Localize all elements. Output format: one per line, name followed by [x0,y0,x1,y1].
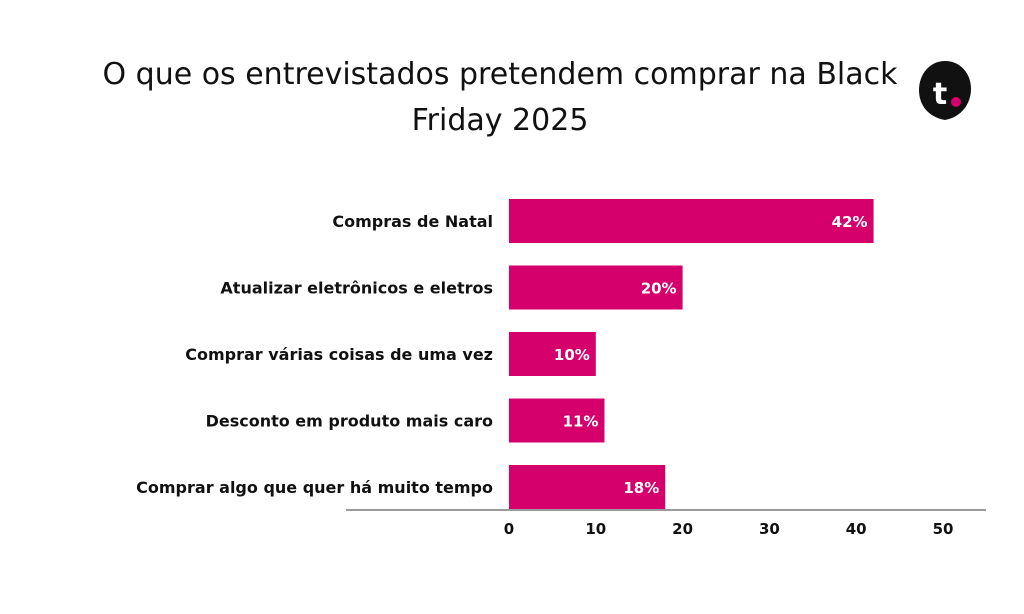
data-label: 11% [563,413,599,431]
logo-letter: t [933,77,947,112]
x-tick-label: 20 [672,520,693,538]
bar [509,199,874,243]
data-label: 18% [623,479,659,497]
data-label: 20% [641,280,677,298]
x-tick-label: 30 [759,520,780,538]
logo-dot [951,97,961,107]
data-label: 10% [554,346,590,364]
x-tick-label: 10 [585,520,606,538]
data-label: 42% [832,213,868,231]
brand-logo-icon: t [919,61,971,120]
x-tick-label: 0 [504,520,514,538]
category-label: Compras de Natal [332,212,493,231]
category-label: Comprar várias coisas de uma vez [185,345,493,364]
chart-title: O que os entrevistados pretendem comprar… [102,57,898,138]
bar [509,265,683,310]
category-label: Atualizar eletrônicos e eletros [220,279,493,298]
bar [509,332,596,376]
x-tick-label: 50 [933,520,954,538]
x-tick-label: 40 [846,520,867,538]
category-label: Desconto em produto mais caro [206,412,493,431]
bar [509,465,666,509]
category-label: Comprar algo que quer há muito tempo [136,478,493,497]
bar [509,398,605,443]
